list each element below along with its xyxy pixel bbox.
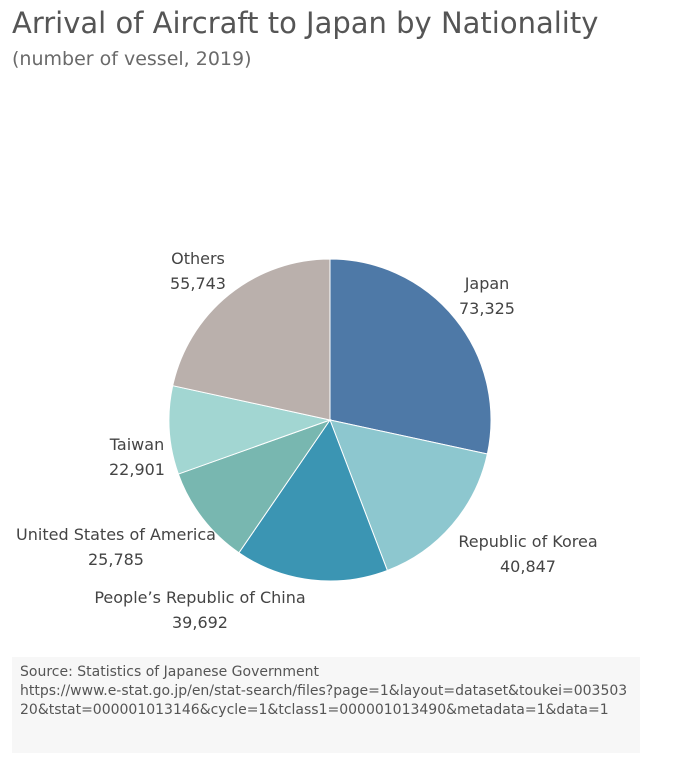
slice-value-people-s-republic-of-china: 39,692 — [172, 613, 228, 632]
slice-label-japan: Japan — [464, 274, 510, 293]
slice-label-united-states-of-america: United States of America — [16, 525, 216, 544]
slice-value-united-states-of-america: 25,785 — [88, 550, 144, 569]
slice-value-others: 55,743 — [170, 274, 226, 293]
slice-label-taiwan: Taiwan — [109, 435, 164, 454]
slice-value-taiwan: 22,901 — [109, 460, 165, 479]
slice-value-republic-of-korea: 40,847 — [500, 557, 556, 576]
slice-label-others: Others — [171, 249, 225, 268]
pie-slice-republic-of-korea — [329, 419, 488, 572]
pie-slice-japan — [329, 258, 492, 455]
slice-label-people-s-republic-of-china: People’s Republic of China — [94, 588, 305, 607]
pie-slice-united-states-of-america — [177, 419, 332, 554]
source-note: Source: Statistics of Japanese Governmen… — [12, 657, 640, 753]
pie-slice-people-s-republic-of-china — [238, 418, 389, 582]
slice-value-japan: 73,325 — [459, 299, 515, 318]
pie-slice-taiwan — [168, 385, 332, 475]
chart-title: Arrival of Aircraft to Japan by National… — [12, 6, 599, 40]
source-line: Source: Statistics of Japanese Governmen… — [20, 664, 319, 680]
source-url: https://www.e-stat.go.jp/en/stat-search/… — [20, 683, 628, 718]
slice-label-republic-of-korea: Republic of Korea — [458, 532, 597, 551]
pie-slice-others — [172, 258, 331, 421]
chart-subtitle: (number of vessel, 2019) — [12, 48, 252, 70]
